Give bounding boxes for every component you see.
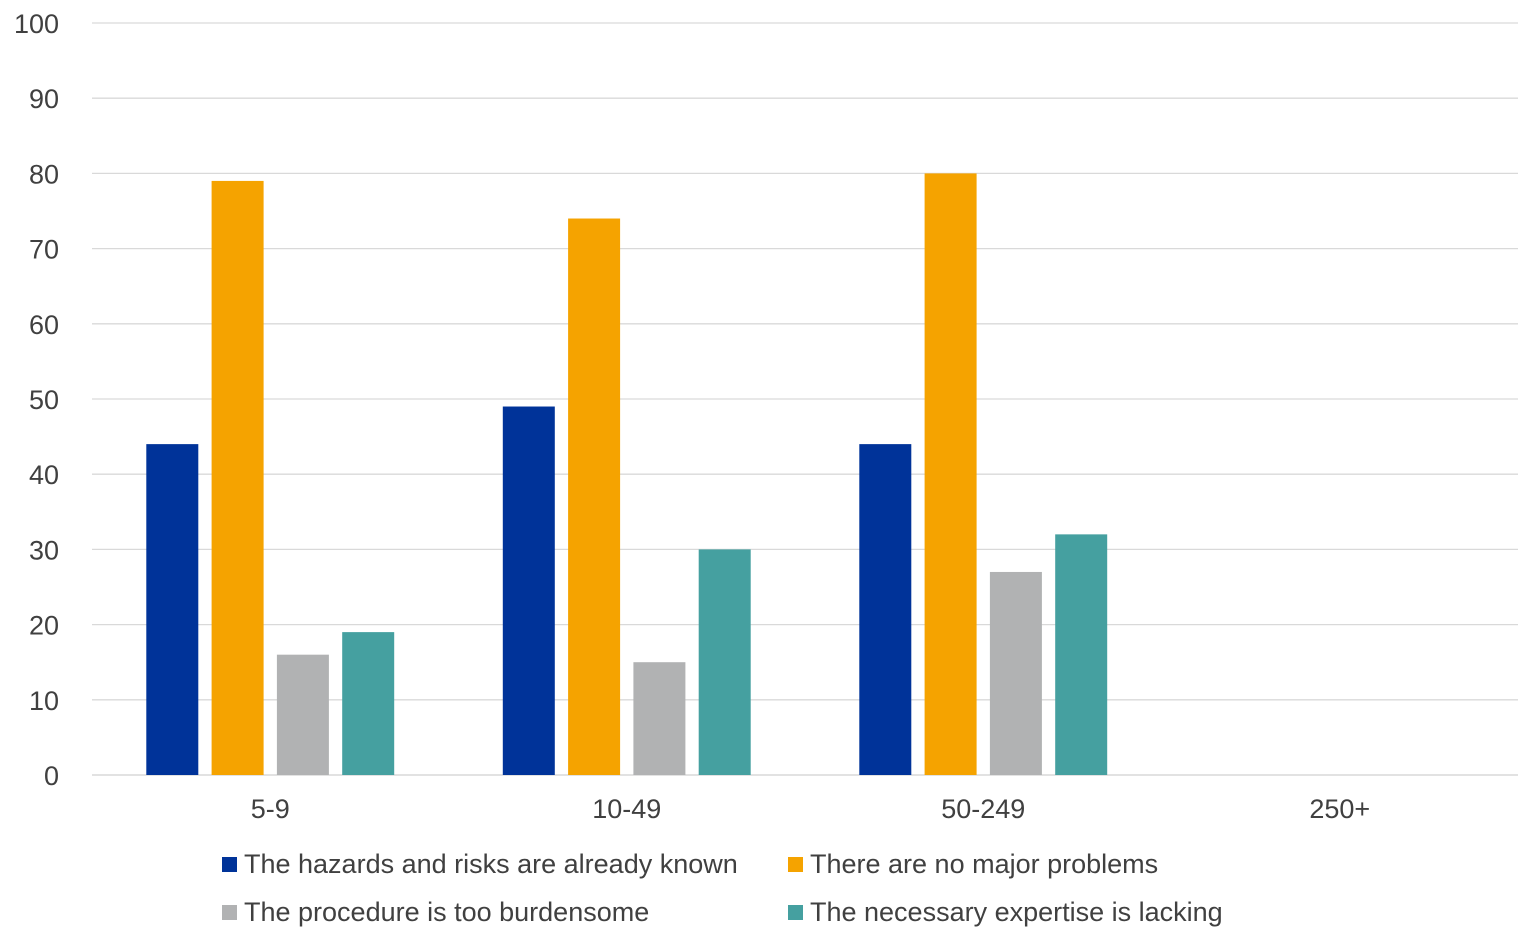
y-tick-label: 20	[29, 611, 59, 641]
y-tick-label: 60	[29, 310, 59, 340]
legend: The hazards and risks are already known …	[222, 848, 1302, 928]
bar	[924, 173, 977, 775]
x-axis-tick-labels: 5-9 10-49 50-249 250+	[251, 794, 1370, 824]
bar	[1055, 534, 1108, 775]
legend-label: The hazards and risks are already known	[244, 849, 738, 879]
bar	[211, 180, 264, 776]
x-tick-label: 50-249	[941, 794, 1025, 824]
x-tick-label: 5-9	[251, 794, 290, 824]
bar	[633, 662, 686, 775]
y-axis-tick-labels: 0 10 20 30 40 50 60 70 80 90 100	[14, 9, 59, 791]
x-tick-label: 10-49	[592, 794, 661, 824]
y-tick-label: 10	[29, 686, 59, 716]
y-tick-label: 70	[29, 235, 59, 265]
bar	[989, 571, 1042, 775]
x-tick-label: 250+	[1309, 794, 1370, 824]
legend-swatch	[222, 904, 237, 920]
bar	[502, 406, 555, 775]
bar	[276, 654, 329, 775]
legend-label: There are no major problems	[810, 849, 1159, 879]
legend-item-no-major-problems: There are no major problems	[788, 848, 1258, 880]
legend-item-expertise-lacking: The necessary expertise is lacking	[788, 896, 1258, 928]
y-tick-label: 80	[29, 159, 59, 189]
bar	[342, 632, 395, 775]
legend-label: The procedure is too burdensome	[244, 897, 650, 927]
bar	[698, 549, 751, 775]
legend-item-procedure-burdensome: The procedure is too burdensome	[222, 896, 788, 928]
legend-swatch	[222, 856, 237, 872]
legend-swatch	[788, 856, 803, 872]
legend-label: The necessary expertise is lacking	[810, 897, 1223, 927]
legend-item-hazards-known: The hazards and risks are already known	[222, 848, 788, 880]
bars	[146, 173, 1108, 776]
y-tick-label: 90	[29, 84, 59, 114]
bar	[146, 444, 199, 775]
y-tick-label: 0	[44, 761, 59, 791]
y-tick-label: 100	[14, 9, 59, 39]
bar	[568, 218, 621, 775]
legend-swatch	[788, 904, 803, 920]
gridlines	[92, 22, 1518, 776]
bar	[859, 444, 912, 775]
y-tick-label: 50	[29, 385, 59, 415]
y-tick-label: 30	[29, 535, 59, 565]
y-tick-label: 40	[29, 460, 59, 490]
